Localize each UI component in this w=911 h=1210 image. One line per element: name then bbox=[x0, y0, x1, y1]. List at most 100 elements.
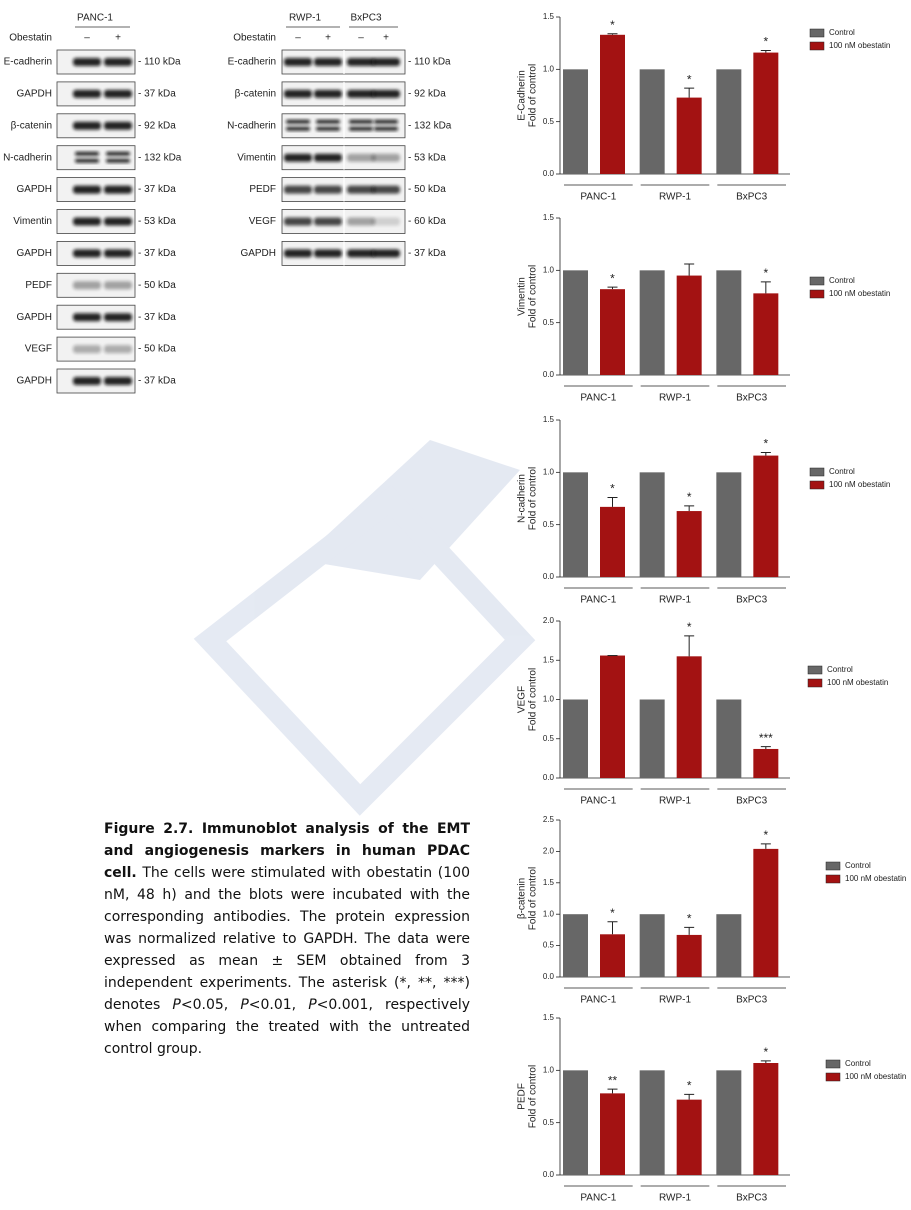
protein-label: GAPDH bbox=[16, 376, 52, 387]
bar bbox=[716, 69, 741, 174]
legend-label: Control bbox=[845, 861, 871, 870]
blot-band bbox=[73, 313, 101, 321]
y-tick-label: 1.5 bbox=[543, 415, 555, 424]
protein-label: PEDF bbox=[25, 280, 52, 291]
blot-band bbox=[316, 120, 340, 124]
protein-label: GAPDH bbox=[16, 312, 52, 323]
significance-mark: * bbox=[610, 271, 615, 285]
bar bbox=[640, 1070, 665, 1175]
band-size-label: - 53 kDa bbox=[138, 216, 176, 227]
band-size-label: - 60 kDa bbox=[408, 216, 446, 227]
y-axis-label: Fold of control bbox=[528, 867, 539, 930]
y-tick-label: 1.5 bbox=[543, 1013, 555, 1022]
legend-label: Control bbox=[829, 28, 855, 37]
x-tick-label: BxPC3 bbox=[736, 595, 768, 606]
blot-band bbox=[284, 249, 312, 257]
blot-band bbox=[314, 90, 342, 98]
error-bar bbox=[761, 50, 771, 52]
blot-band bbox=[347, 90, 375, 98]
lane-sign: – bbox=[358, 33, 364, 44]
significance-mark: * bbox=[763, 266, 768, 280]
x-tick-label: RWP-1 bbox=[659, 595, 691, 606]
blot-band bbox=[286, 120, 310, 124]
error-bar bbox=[761, 282, 771, 294]
blot-band bbox=[347, 186, 375, 194]
blot-band bbox=[349, 127, 373, 131]
x-tick-label: PANC-1 bbox=[580, 595, 616, 606]
legend-swatch bbox=[810, 42, 824, 50]
band-size-label: - 37 kDa bbox=[408, 248, 446, 259]
band-size-label: - 110 kDa bbox=[408, 57, 451, 68]
caption-text: P bbox=[308, 997, 316, 1013]
bar bbox=[563, 472, 588, 577]
y-tick-label: 1.5 bbox=[543, 878, 555, 887]
blot-band bbox=[372, 186, 400, 194]
blot-band bbox=[104, 281, 132, 289]
band-size-label: - 53 kDa bbox=[408, 152, 446, 163]
significance-mark: * bbox=[610, 906, 615, 920]
bar bbox=[600, 656, 625, 778]
error-bar bbox=[761, 747, 771, 749]
band-size-label: - 50 kDa bbox=[138, 344, 176, 355]
legend-swatch bbox=[810, 481, 824, 489]
legend-swatch bbox=[826, 875, 840, 883]
blot-band bbox=[374, 127, 398, 131]
y-tick-label: 1.5 bbox=[543, 12, 555, 21]
blot-band bbox=[104, 186, 132, 194]
blot-band bbox=[104, 58, 132, 66]
legend-swatch bbox=[826, 1060, 840, 1068]
legend-swatch bbox=[808, 666, 822, 674]
protein-label: β-catenin bbox=[11, 120, 52, 131]
band-size-label: - 132 kDa bbox=[138, 152, 182, 163]
protein-label: VEGF bbox=[249, 216, 276, 227]
bar bbox=[600, 35, 625, 174]
treatment-label: Obestatin bbox=[9, 33, 52, 44]
y-tick-label: 2.0 bbox=[543, 847, 555, 856]
blot-band bbox=[284, 218, 312, 226]
blot-band bbox=[73, 218, 101, 226]
y-axis-label: β-catenin bbox=[517, 878, 528, 919]
x-tick-label: BxPC3 bbox=[736, 995, 768, 1006]
y-tick-label: 1.0 bbox=[543, 695, 555, 704]
significance-mark: * bbox=[763, 35, 768, 49]
bar bbox=[753, 849, 778, 977]
bar bbox=[563, 1070, 588, 1175]
significance-mark: * bbox=[610, 18, 615, 32]
y-tick-label: 2.5 bbox=[543, 815, 555, 824]
bar bbox=[753, 749, 778, 778]
y-tick-label: 1.0 bbox=[543, 909, 555, 918]
protein-label: N-cadherin bbox=[227, 120, 276, 131]
bar bbox=[716, 270, 741, 375]
bar bbox=[716, 472, 741, 577]
legend-label: Control bbox=[827, 665, 853, 674]
x-tick-label: BxPC3 bbox=[736, 393, 768, 404]
protein-label: PEDF bbox=[249, 184, 276, 195]
legend-swatch bbox=[810, 29, 824, 37]
band-size-label: - 50 kDa bbox=[408, 184, 446, 195]
bar bbox=[677, 1100, 702, 1175]
protein-label: Vimentin bbox=[237, 152, 276, 163]
protein-label: GAPDH bbox=[16, 89, 52, 100]
blot-band bbox=[284, 186, 312, 194]
blot-band bbox=[316, 127, 340, 131]
bar bbox=[563, 700, 588, 779]
cell-line-label: PANC-1 bbox=[77, 13, 113, 24]
x-tick-label: RWP-1 bbox=[659, 192, 691, 203]
caption-text: P bbox=[240, 997, 248, 1013]
error-bar bbox=[761, 1061, 771, 1063]
bar bbox=[640, 700, 665, 779]
legend-label: 100 nM obestatin bbox=[827, 678, 888, 687]
blot-band bbox=[284, 58, 312, 66]
y-axis-label: Fold of control bbox=[528, 64, 539, 127]
legend-label: 100 nM obestatin bbox=[829, 480, 890, 489]
y-tick-label: 0.5 bbox=[543, 520, 555, 529]
protein-label: GAPDH bbox=[16, 184, 52, 195]
bar bbox=[716, 914, 741, 977]
legend-swatch bbox=[808, 679, 822, 687]
error-bar bbox=[684, 506, 694, 511]
bar bbox=[716, 700, 741, 779]
blot-band bbox=[104, 90, 132, 98]
treatment-label: Obestatin bbox=[233, 33, 276, 44]
y-tick-label: 0.5 bbox=[543, 117, 555, 126]
blot-band bbox=[73, 90, 101, 98]
